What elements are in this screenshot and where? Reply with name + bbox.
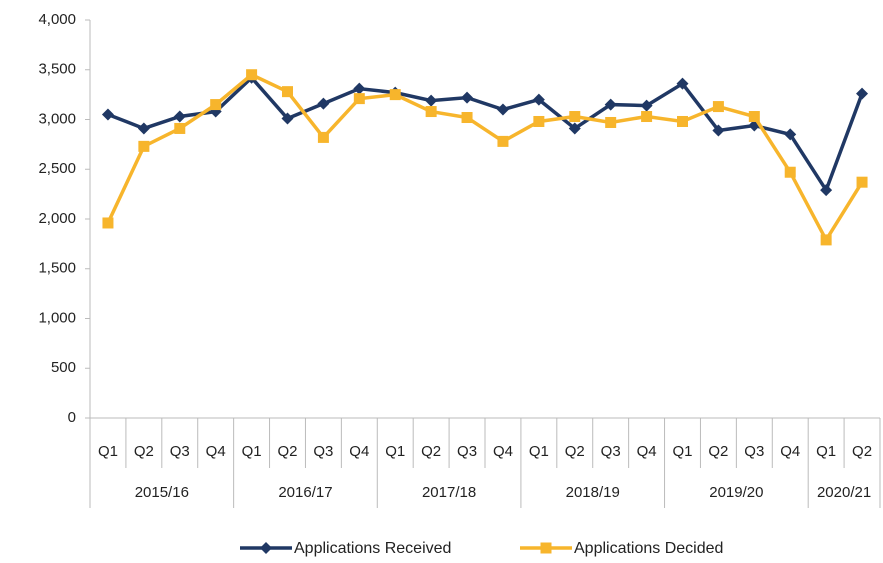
x-tick-label: Q3: [457, 443, 477, 460]
data-point: [568, 122, 581, 135]
group-label: 2016/17: [278, 484, 332, 501]
data-point: [425, 94, 438, 107]
data-point: [641, 111, 653, 123]
data-point: [496, 103, 509, 116]
data-point: [856, 176, 868, 188]
x-tick-label: Q1: [529, 443, 549, 460]
data-point: [533, 115, 545, 127]
data-point: [784, 128, 797, 141]
data-point: [353, 93, 365, 105]
x-tick-label: Q2: [277, 443, 297, 460]
x-tick-label: Q2: [852, 443, 872, 460]
y-tick-label: 0: [68, 409, 76, 426]
legend-label: Applications Decided: [574, 540, 723, 557]
data-point: [712, 124, 725, 137]
legend-marker: [540, 542, 552, 554]
legend-marker: [260, 542, 272, 554]
data-point: [461, 112, 473, 124]
x-tick-label: Q1: [672, 443, 692, 460]
x-tick-label: Q4: [493, 443, 513, 460]
x-tick-label: Q4: [637, 443, 657, 460]
data-point: [138, 140, 150, 152]
y-tick-label: 1,500: [38, 260, 76, 277]
data-point: [856, 87, 869, 100]
data-point: [497, 135, 509, 147]
group-label: 2017/18: [422, 484, 476, 501]
y-tick-label: 2,500: [38, 160, 76, 177]
x-tick-label: Q2: [708, 443, 728, 460]
y-tick-label: 500: [51, 359, 76, 376]
data-point: [353, 82, 366, 95]
group-label: 2020/21: [817, 484, 871, 501]
x-tick-label: Q2: [421, 443, 441, 460]
data-point: [532, 93, 545, 106]
group-label: 2019/20: [709, 484, 763, 501]
x-tick-label: Q1: [242, 443, 262, 460]
data-point: [101, 108, 114, 121]
data-point: [676, 77, 689, 90]
data-point: [282, 86, 293, 98]
y-tick-label: 4,000: [38, 11, 76, 28]
x-tick-label: Q2: [134, 443, 154, 460]
data-point: [820, 184, 833, 197]
data-point: [137, 122, 150, 135]
data-point: [389, 89, 401, 101]
y-tick-label: 2,000: [38, 210, 76, 227]
x-tick-label: Q1: [816, 443, 836, 460]
data-point: [712, 101, 724, 113]
data-point: [640, 99, 653, 112]
data-point: [784, 166, 796, 178]
y-tick-label: 3,500: [38, 61, 76, 78]
series-line: [106, 72, 864, 244]
x-tick-label: Q4: [349, 443, 369, 460]
x-tick-label: Q4: [780, 443, 800, 460]
x-tick-label: Q3: [313, 443, 333, 460]
x-tick-label: Q3: [170, 443, 190, 460]
x-tick-label: Q4: [206, 443, 226, 460]
data-point: [425, 106, 437, 118]
data-point: [281, 112, 294, 125]
y-tick-label: 3,000: [38, 110, 76, 127]
data-point: [246, 69, 258, 81]
x-tick-label: Q1: [385, 443, 405, 460]
data-point: [604, 98, 617, 111]
data-point: [569, 111, 581, 123]
data-point: [677, 115, 688, 127]
data-point: [317, 131, 329, 143]
y-tick-label: 1,000: [38, 309, 76, 326]
data-point: [461, 91, 474, 104]
data-point: [748, 111, 760, 123]
group-label: 2018/19: [566, 484, 620, 501]
series-line: [107, 75, 864, 195]
data-point: [102, 217, 114, 229]
data-point: [210, 99, 222, 111]
data-point: [174, 122, 186, 134]
data-point: [605, 116, 617, 128]
group-label: 2015/16: [135, 484, 189, 501]
data-point: [820, 234, 832, 246]
x-tick-label: Q1: [98, 443, 118, 460]
legend-label: Applications Received: [294, 540, 451, 557]
data-point: [173, 110, 186, 123]
x-tick-label: Q2: [565, 443, 585, 460]
x-tick-label: Q3: [744, 443, 764, 460]
x-tick-label: Q3: [601, 443, 621, 460]
data-point: [317, 97, 330, 110]
